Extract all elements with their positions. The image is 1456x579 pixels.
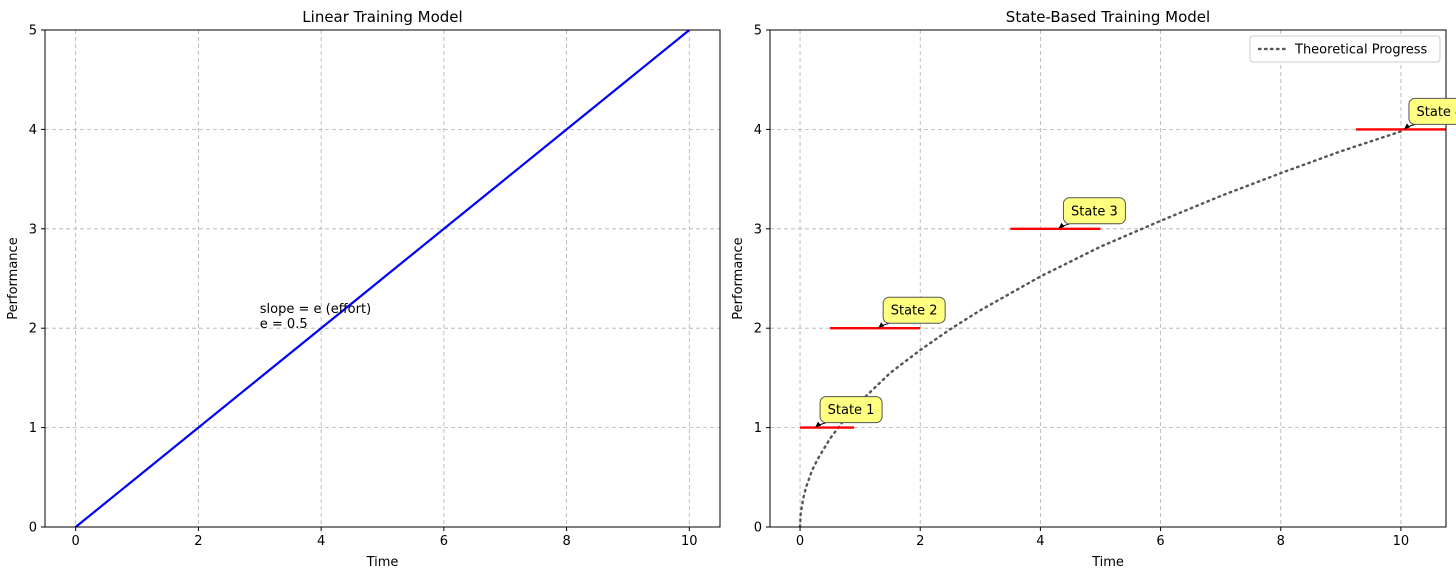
x-axis-label: Time <box>366 555 399 570</box>
legend-entry: Theoretical Progress <box>1294 43 1427 58</box>
y-tick-label: 3 <box>754 222 762 237</box>
annotation-line: e = 0.5 <box>260 317 308 332</box>
state-arrowhead-2 <box>878 322 885 329</box>
annotation-line: slope = e (effort) <box>260 302 371 317</box>
y-tick-label: 1 <box>754 421 762 436</box>
state-callout-1 <box>819 396 883 424</box>
state-based-training-chart: 0 2 4 6 8 10 0 1 2 3 4 5 State-Based Training Model T… <box>731 8 1456 570</box>
y-axis-label: Performance <box>6 237 21 319</box>
chart-title: State-Based Training Model <box>1006 8 1210 26</box>
linear-training-chart: 0 2 4 6 8 10 0 1 2 3 4 5 Linear Training Model Time Pe… <box>6 8 721 570</box>
state-arrowhead-3 <box>1058 222 1065 229</box>
y-tick-label: 5 <box>754 24 762 39</box>
x-tick-label: 0 <box>72 534 80 549</box>
state-label-4: State 4 <box>1417 105 1456 120</box>
state-label-1: State 1 <box>828 403 875 418</box>
axes-frame <box>44 29 721 528</box>
x-tick-label: 8 <box>1277 534 1285 549</box>
x-tick-label: 6 <box>440 534 448 549</box>
y-tick-label: 4 <box>29 123 37 138</box>
x-tick-label: 0 <box>796 534 804 549</box>
state-arrowhead-4 <box>1403 123 1410 130</box>
y-tick-label: 2 <box>29 322 37 337</box>
x-axis-label: Time <box>1091 555 1124 570</box>
legend-box <box>1249 35 1441 63</box>
y-tick-label: 2 <box>754 322 762 337</box>
plot-content <box>74 30 691 527</box>
axes-frame <box>769 29 1447 528</box>
series-line-0 <box>798 130 1403 527</box>
y-tick-label: 4 <box>754 123 762 138</box>
x-tick-label: 2 <box>916 534 924 549</box>
state-arrowhead-1 <box>815 421 822 428</box>
state-label-2: State 2 <box>891 304 938 319</box>
x-tick-label: 10 <box>681 534 698 549</box>
series-line-0 <box>74 30 691 527</box>
ticks: 0 2 4 6 8 10 0 1 2 3 4 5 <box>29 24 698 550</box>
state-callout-4 <box>1408 97 1456 125</box>
state-callout-2 <box>882 296 946 324</box>
plot-content <box>798 128 1446 527</box>
x-tick-label: 8 <box>562 534 570 549</box>
x-tick-label: 6 <box>1156 534 1164 549</box>
state-callout-3 <box>1062 197 1126 225</box>
x-tick-label: 4 <box>1036 534 1044 549</box>
state-label-3: State 3 <box>1071 204 1118 219</box>
x-tick-label: 2 <box>194 534 202 549</box>
y-tick-label: 5 <box>29 24 37 39</box>
y-tick-label: 0 <box>754 521 762 536</box>
y-tick-label: 0 <box>29 521 37 536</box>
ticks: 0 2 4 6 8 10 0 1 2 3 4 5 <box>754 24 1409 550</box>
chart-title: Linear Training Model <box>302 8 462 26</box>
y-axis-label: Performance <box>731 237 746 319</box>
y-tick-label: 1 <box>29 421 37 436</box>
legend: Theoretical Progress <box>1249 35 1441 63</box>
x-tick-label: 10 <box>1393 534 1410 549</box>
y-tick-label: 3 <box>29 222 37 237</box>
x-tick-label: 4 <box>317 534 325 549</box>
plot-area <box>770 30 1446 527</box>
